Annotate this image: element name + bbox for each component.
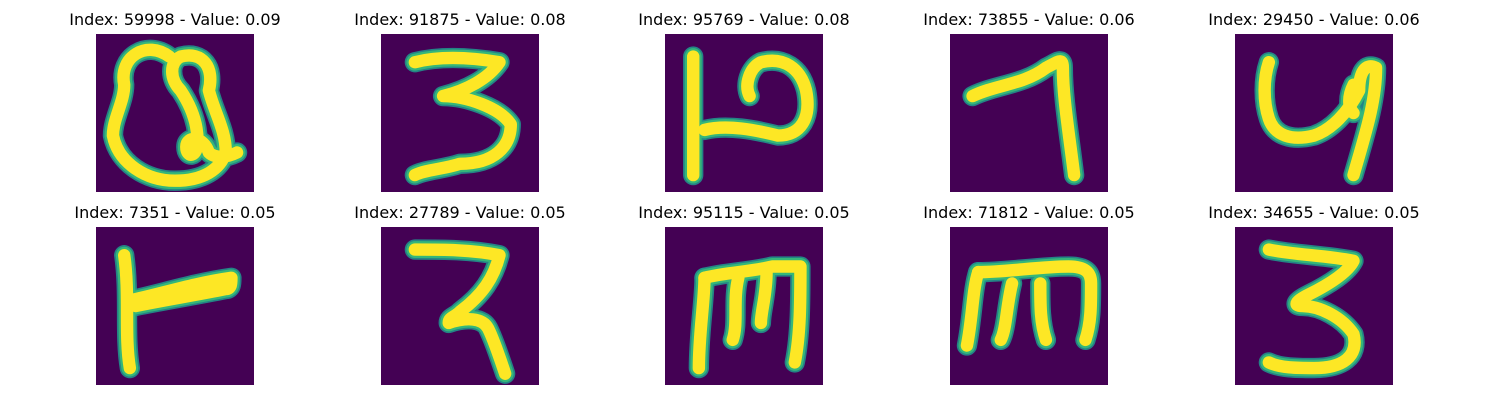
digit-image — [665, 34, 823, 192]
glyph-stroke — [994, 277, 1019, 347]
glyph-stroke — [1262, 243, 1361, 375]
panel-title: Index: 34655 - Value: 0.05 — [1208, 203, 1420, 222]
digit-image — [665, 227, 823, 385]
glyph-stroke — [408, 243, 512, 380]
glyph-stroke — [1034, 277, 1053, 347]
glyph-stroke — [754, 265, 773, 330]
panel-title: Index: 27789 - Value: 0.05 — [354, 203, 566, 222]
digit-glyph — [1235, 34, 1393, 192]
panel-title: Index: 7351 - Value: 0.05 — [74, 203, 276, 222]
digit-glyph — [96, 34, 254, 192]
digit-image — [1235, 34, 1393, 192]
digit-image — [950, 227, 1108, 385]
panel-title: Index: 91875 - Value: 0.08 — [354, 10, 566, 29]
glyph-stroke — [106, 43, 244, 187]
digit-glyph — [1235, 227, 1393, 385]
glyph-stroke — [698, 54, 814, 142]
glyph-stroke — [408, 51, 517, 182]
panel-title: Index: 59998 - Value: 0.09 — [69, 10, 281, 29]
glyph-stroke — [123, 271, 238, 313]
digit-glyph — [381, 34, 539, 192]
digit-image — [96, 34, 254, 192]
glyph-stroke — [1343, 78, 1360, 120]
digit-image — [1235, 227, 1393, 385]
digit-image — [96, 227, 254, 385]
digit-glyph — [96, 227, 254, 385]
glyph-stroke — [726, 271, 745, 347]
digit-image — [950, 34, 1108, 192]
digit-image — [381, 34, 539, 192]
digit-glyph — [950, 34, 1108, 192]
digit-glyph — [665, 227, 823, 385]
panel-title: Index: 29450 - Value: 0.06 — [1208, 10, 1420, 29]
glyph-stroke — [966, 55, 1081, 182]
panel-title: Index: 73855 - Value: 0.06 — [923, 10, 1135, 29]
glyph-stroke — [692, 271, 711, 375]
panel-title: Index: 71812 - Value: 0.05 — [923, 203, 1135, 222]
glyph-stroke — [118, 249, 137, 375]
panel-title: Index: 95115 - Value: 0.05 — [638, 203, 850, 222]
glyph-stroke — [972, 260, 1098, 347]
digit-glyph — [665, 34, 823, 192]
digit-glyph — [381, 227, 539, 385]
digit-glyph — [950, 227, 1108, 385]
image-background — [950, 34, 1108, 192]
digit-image — [381, 227, 539, 385]
panel-title: Index: 95769 - Value: 0.08 — [638, 10, 850, 29]
